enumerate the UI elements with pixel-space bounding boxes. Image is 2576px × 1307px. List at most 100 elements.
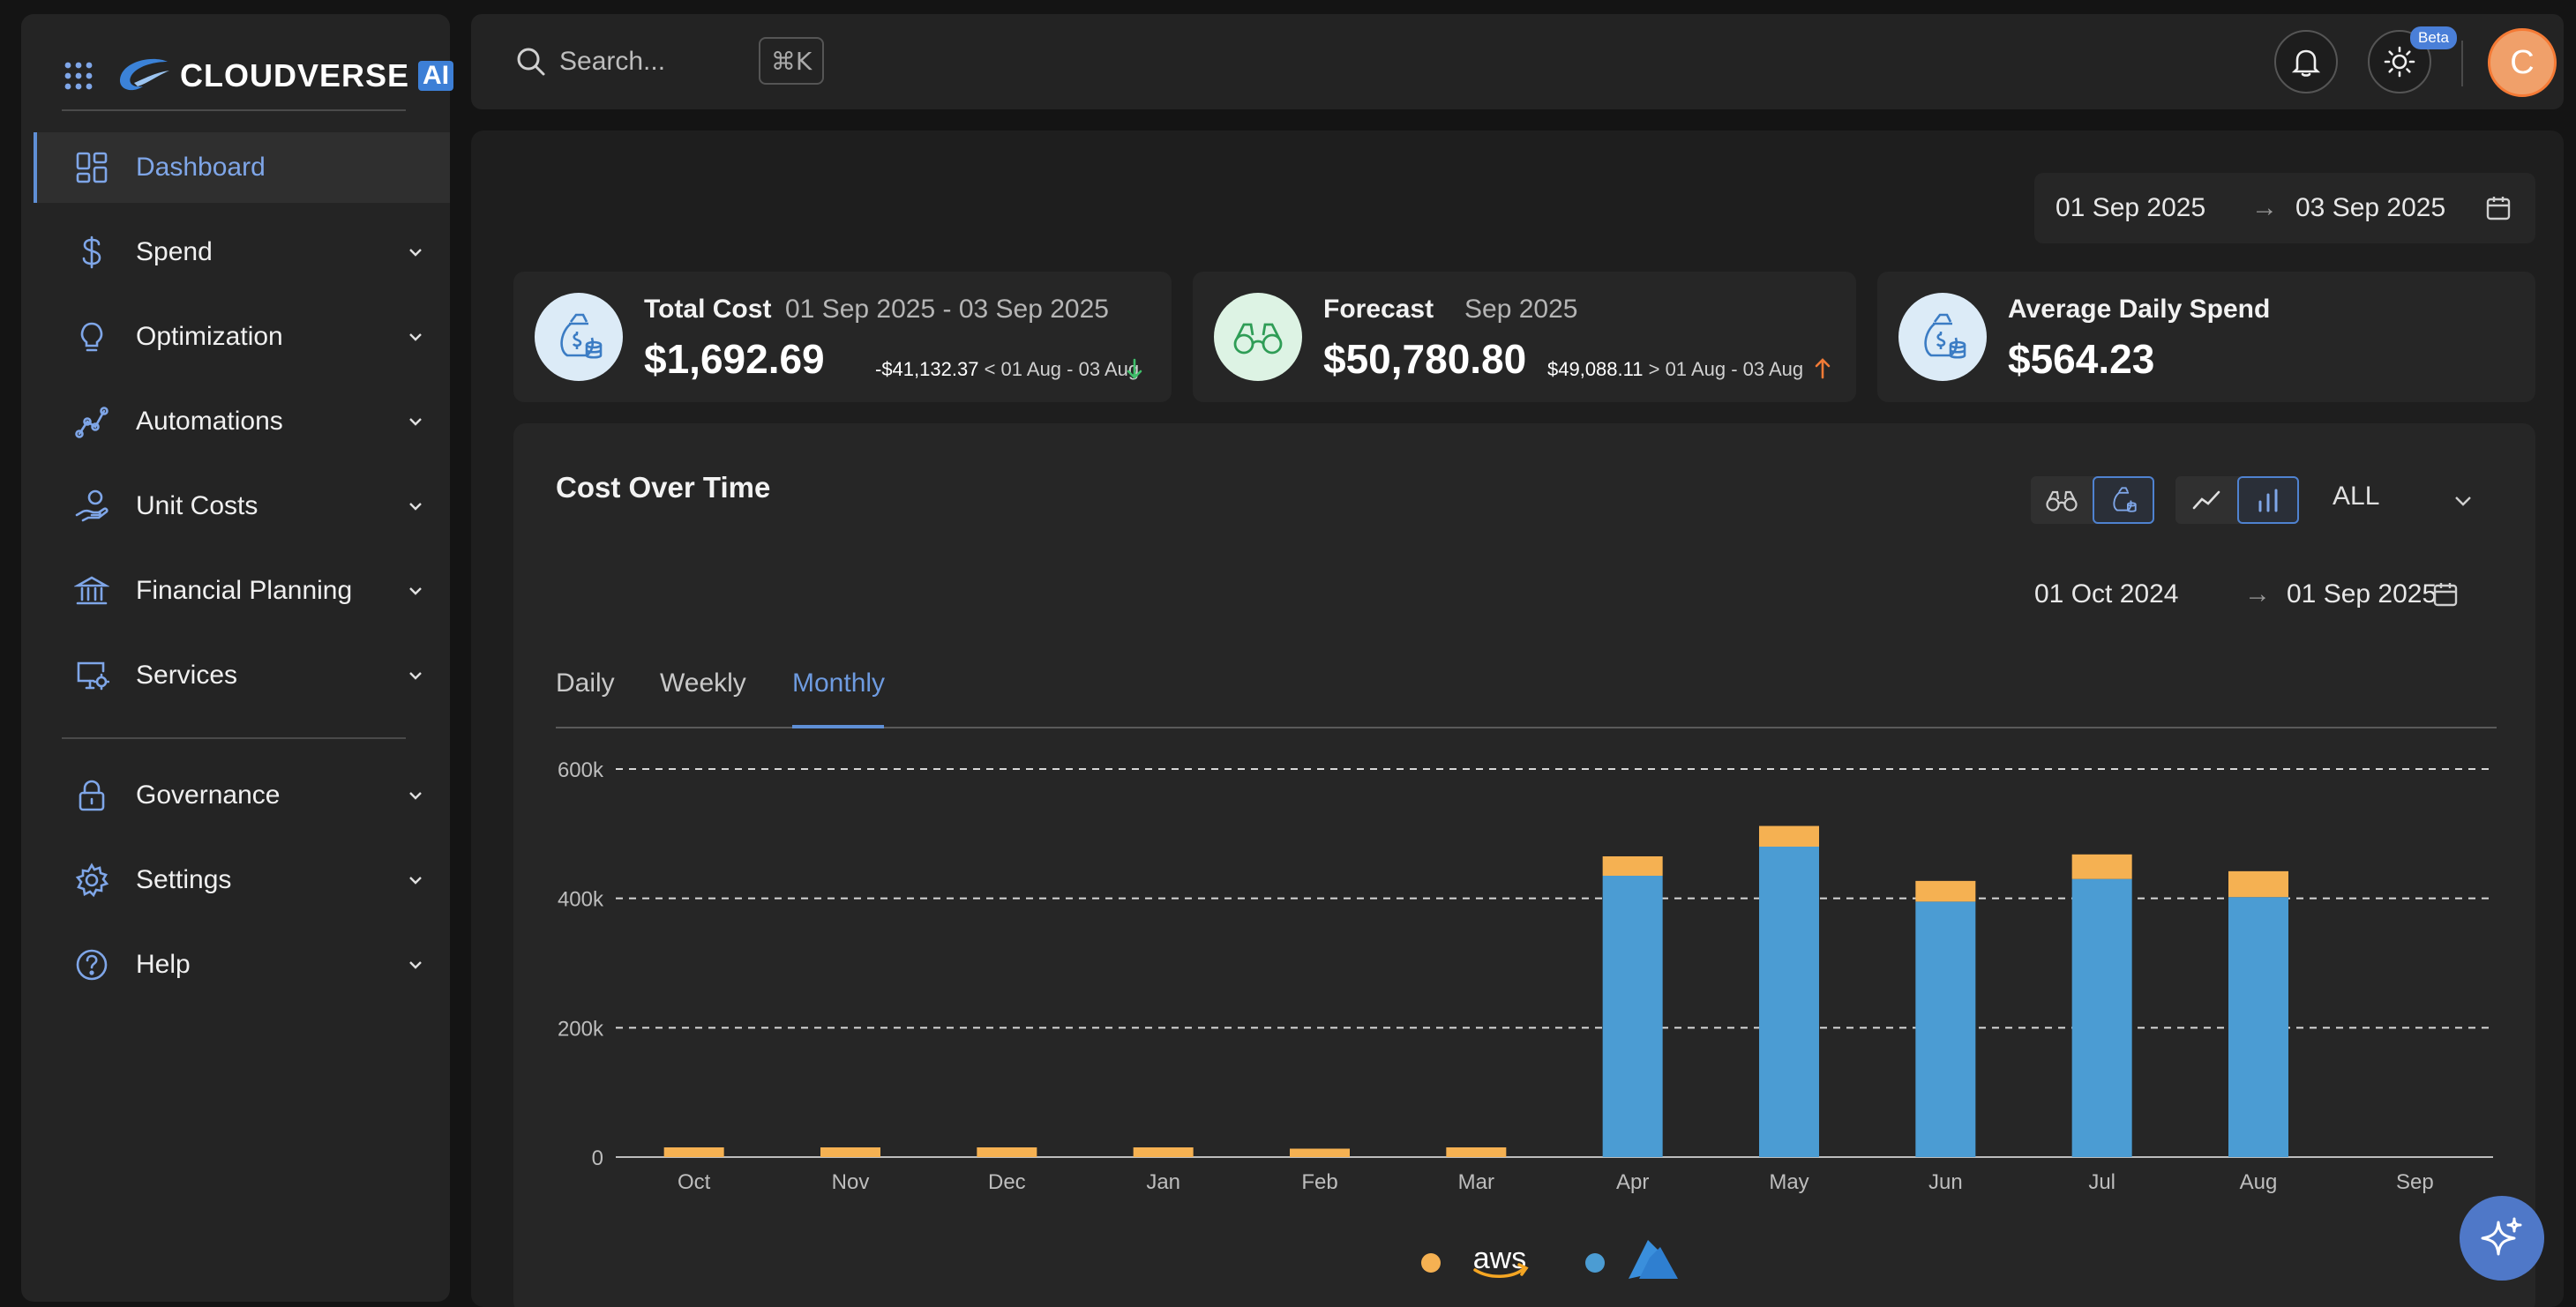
bell-icon — [2291, 49, 2321, 77]
kpi-forecast: Forecast Sep 2025 $50,780.80 $49,088.11 … — [1193, 272, 1856, 402]
kpi-delta: -$41,132.37 < 01 Aug - 03 Aug — [875, 358, 1139, 381]
sidebar-item-services[interactable]: Services — [34, 640, 450, 711]
chart-type-toggle — [2175, 476, 2299, 524]
sidebar-item-automations[interactable]: Automations — [34, 386, 450, 457]
sidebar-item-help[interactable]: Help — [34, 930, 450, 1000]
sidebar-divider — [62, 737, 406, 739]
kpi-delta-amount: $49,088.11 — [1547, 358, 1644, 380]
bar-chart-button[interactable] — [2237, 476, 2299, 524]
sidebar-item-unit-costs[interactable]: Unit Costs — [34, 471, 450, 541]
user-avatar[interactable]: C — [2488, 28, 2557, 97]
y-tick-label: 600k — [558, 758, 604, 782]
bar-azure-may — [1759, 847, 1819, 1157]
money-bag-icon — [535, 293, 623, 381]
notifications-button[interactable] — [2274, 30, 2338, 93]
sidebar-item-label: Unit Costs — [136, 491, 258, 520]
date-range-arrow: → — [2244, 579, 2271, 609]
kpi-value: $564.23 — [2008, 336, 2155, 382]
ai-assistant-button[interactable] — [2460, 1196, 2544, 1281]
line-chart-icon — [2192, 490, 2220, 510]
chevron-down-icon — [409, 672, 422, 680]
sidebar-item-optimization[interactable]: Optimization — [34, 302, 450, 372]
sidebar-item-label: Governance — [136, 780, 281, 810]
binoculars-icon — [1214, 293, 1302, 381]
sidebar-item-label: Dashboard — [136, 153, 266, 182]
sidebar-item-governance[interactable]: Governance — [34, 760, 450, 831]
aws-logo-icon: aws — [1473, 1242, 1526, 1275]
bar-azure-jun — [1915, 901, 1976, 1157]
sidebar-item-label: Automations — [136, 407, 283, 436]
chevron-down-icon[interactable] — [2451, 489, 2475, 513]
bar-aws-jun — [1915, 880, 1976, 902]
chevron-down-icon — [409, 503, 422, 511]
bar-aws-mar — [1446, 1147, 1507, 1157]
view-mode-toggle — [2031, 476, 2154, 524]
x-tick-label: Apr — [1616, 1170, 1649, 1194]
x-tick-label: Oct — [678, 1170, 711, 1194]
forecast-view-button[interactable] — [2031, 476, 2093, 524]
cloudverse-logo[interactable]: CLOUDVERSE AI — [116, 56, 454, 95]
line-chart-button[interactable] — [2175, 476, 2237, 524]
search-icon — [517, 48, 545, 76]
x-tick-label: May — [1769, 1170, 1808, 1194]
legend-dot-azure — [1585, 1253, 1605, 1273]
bar-aws-apr — [1602, 856, 1663, 876]
tab-monthly[interactable]: Monthly — [792, 668, 886, 698]
bar-aws-jul — [2071, 854, 2132, 879]
theme-toggle-button[interactable] — [2368, 30, 2431, 93]
brand-header: CLOUDVERSE AI — [64, 34, 454, 118]
search-shortcut-badge: ⌘K — [759, 37, 824, 85]
sidebar-item-dashboard[interactable]: Dashboard — [34, 132, 450, 203]
cloudverse-swoosh-icon — [119, 58, 169, 91]
kpi-period: 01 Sep 2025 - 03 Sep 2025 — [785, 295, 1109, 324]
chevron-down-icon — [409, 792, 422, 800]
help-icon — [76, 949, 108, 981]
date-range-end: 03 Sep 2025 — [2295, 193, 2446, 222]
y-tick-label: 0 — [592, 1146, 603, 1170]
y-tick-label: 200k — [558, 1017, 604, 1041]
main-content: 01 Sep 2025 → 03 Sep 2025 Total Cost 01 … — [471, 131, 2564, 1307]
topbar-divider — [2461, 41, 2463, 86]
bar-aws-oct — [663, 1147, 724, 1157]
azure-logo-icon-b — [1639, 1247, 1678, 1279]
cost-view-button[interactable] — [2093, 476, 2154, 524]
sidebar-divider — [62, 109, 406, 111]
azure-logo-icon — [1629, 1240, 1659, 1279]
kpi-period: Sep 2025 — [1464, 295, 1578, 324]
calendar-icon — [2433, 583, 2458, 607]
date-range-start: 01 Oct 2024 — [2034, 579, 2179, 609]
tab-daily[interactable]: Daily — [556, 668, 615, 698]
app-grid-icon[interactable] — [64, 61, 94, 91]
kpi-delta-text: > 01 Aug - 03 Aug — [1648, 358, 1804, 380]
tab-weekly[interactable]: Weekly — [660, 668, 746, 698]
date-range-start: 01 Sep 2025 — [2056, 193, 2206, 222]
sidebar-item-settings[interactable]: Settings — [34, 845, 450, 915]
kpi-value: $50,780.80 — [1323, 336, 1527, 382]
dashboard-date-range-picker[interactable]: 01 Sep 2025 → 03 Sep 2025 — [2034, 173, 2535, 243]
sidebar-item-label: Services — [136, 661, 238, 690]
monitor-gear-icon — [77, 661, 109, 691]
arrow-up-icon — [1815, 358, 1831, 379]
legend-dot-aws — [1421, 1253, 1441, 1273]
kpi-title: Average Daily Spend — [2008, 295, 2271, 324]
search-input[interactable] — [559, 41, 753, 83]
sidebar-item-label: Financial Planning — [136, 576, 353, 605]
bar-aws-feb — [1290, 1148, 1350, 1157]
sidebar-item-financial-planning[interactable]: Financial Planning — [34, 556, 450, 626]
kpi-total-cost: Total Cost 01 Sep 2025 - 03 Sep 2025 $1,… — [513, 272, 1172, 402]
sidebar-item-spend[interactable]: Spend — [34, 217, 450, 288]
chevron-down-icon — [409, 333, 422, 341]
kpi-title: Forecast — [1323, 295, 1434, 324]
chart-date-range-picker[interactable]: 01 Oct 2024 → 01 Sep 2025 — [2013, 568, 2472, 621]
bank-icon — [74, 576, 109, 605]
sidebar-item-label: Help — [136, 950, 191, 979]
dollar-icon — [82, 235, 101, 269]
x-tick-label: Aug — [2240, 1170, 2278, 1194]
bar-azure-jul — [2071, 878, 2132, 1157]
provider-filter-select[interactable]: ALL — [2333, 482, 2380, 511]
bar-azure-apr — [1602, 876, 1663, 1157]
cost-over-time-card: Cost Over Time — [513, 423, 2535, 1307]
gear-icon — [75, 863, 109, 898]
x-tick-label: Jan — [1146, 1170, 1180, 1194]
x-tick-label: Mar — [1458, 1170, 1494, 1194]
